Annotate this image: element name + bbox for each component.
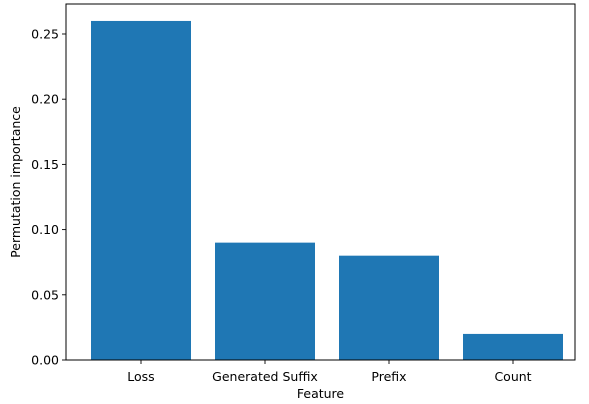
plot-frame (65, 3, 576, 361)
x-tick-label: Prefix (371, 369, 406, 384)
y-tick-label: 0.00 (31, 353, 59, 368)
y-tick-label: 0.05 (31, 287, 59, 302)
y-axis-ticks: 0.00 0.05 0.10 0.15 0.20 0.25 (31, 26, 66, 368)
y-tick-label: 0.20 (31, 92, 59, 107)
bar-count (463, 333, 563, 360)
y-tick-label: 0.25 (31, 26, 59, 41)
x-tick-label: Count (494, 369, 531, 384)
x-axis-label: Feature (297, 386, 345, 401)
bar-loss (91, 20, 191, 360)
y-tick-label: 0.10 (31, 222, 59, 237)
x-tick-label: Generated Suffix (212, 369, 318, 384)
x-axis-ticks: Loss Generated Suffix Prefix Count (127, 360, 532, 384)
bars-group (91, 20, 563, 360)
bar-prefix (339, 255, 439, 360)
y-axis-label: Permutation importance (8, 106, 23, 258)
bar-generated-suffix (215, 242, 315, 360)
x-tick-label: Loss (127, 369, 154, 384)
y-tick-label: 0.15 (31, 157, 59, 172)
